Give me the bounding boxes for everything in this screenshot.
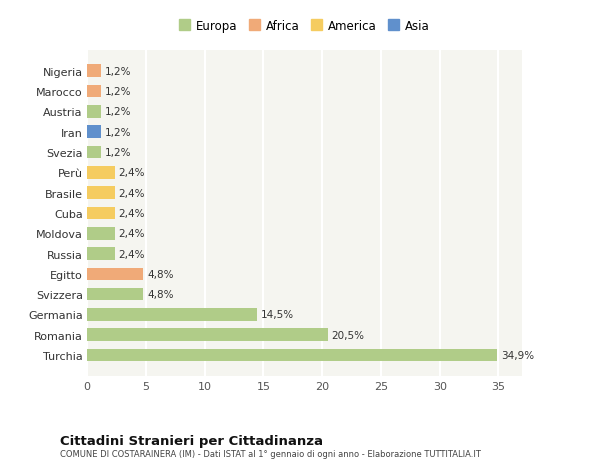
Text: 4,8%: 4,8% <box>147 290 173 299</box>
Bar <box>87 349 497 362</box>
Text: 2,4%: 2,4% <box>119 168 145 178</box>
Bar <box>87 65 101 78</box>
Text: 2,4%: 2,4% <box>119 249 145 259</box>
Bar <box>87 126 101 139</box>
Text: 1,2%: 1,2% <box>104 67 131 77</box>
Text: 1,2%: 1,2% <box>104 87 131 97</box>
Text: 14,5%: 14,5% <box>261 310 294 320</box>
Bar <box>87 106 101 118</box>
Text: Cittadini Stranieri per Cittadinanza: Cittadini Stranieri per Cittadinanza <box>60 434 323 447</box>
Bar <box>87 308 257 321</box>
Text: 2,4%: 2,4% <box>119 229 145 239</box>
Bar <box>87 329 328 341</box>
Text: 2,4%: 2,4% <box>119 188 145 198</box>
Text: COMUNE DI COSTARAINERA (IM) - Dati ISTAT al 1° gennaio di ogni anno - Elaborazio: COMUNE DI COSTARAINERA (IM) - Dati ISTAT… <box>60 449 481 458</box>
Legend: Europa, Africa, America, Asia: Europa, Africa, America, Asia <box>175 16 434 38</box>
Bar <box>87 288 143 301</box>
Text: 34,9%: 34,9% <box>501 350 534 360</box>
Text: 20,5%: 20,5% <box>332 330 365 340</box>
Text: 2,4%: 2,4% <box>119 208 145 218</box>
Bar <box>87 268 143 280</box>
Text: 1,2%: 1,2% <box>104 128 131 137</box>
Bar <box>87 85 101 98</box>
Bar <box>87 187 115 200</box>
Bar <box>87 248 115 260</box>
Bar <box>87 207 115 220</box>
Text: 4,8%: 4,8% <box>147 269 173 279</box>
Bar <box>87 146 101 159</box>
Text: 1,2%: 1,2% <box>104 107 131 117</box>
Text: 1,2%: 1,2% <box>104 148 131 157</box>
Bar <box>87 227 115 240</box>
Bar <box>87 167 115 179</box>
